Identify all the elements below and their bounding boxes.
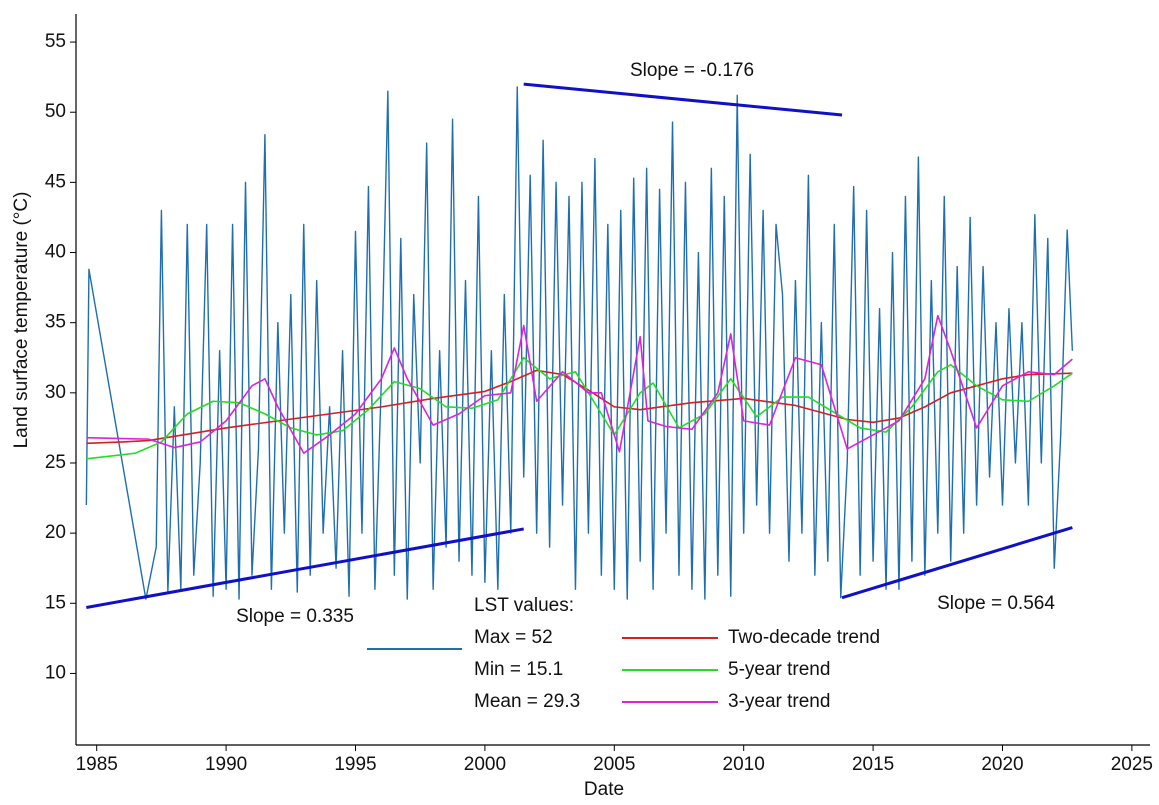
x-tick-label: 1985 <box>76 754 118 775</box>
y-tick-label: 30 <box>45 382 66 403</box>
x-tick-label: 1995 <box>334 754 376 775</box>
y-tick-label: 45 <box>45 171 66 192</box>
legend-label: Two-decade trend <box>728 627 880 648</box>
y-tick-label: 55 <box>45 31 66 52</box>
legend-stat: Min = 15.1 <box>474 659 563 680</box>
series-line <box>86 314 1073 454</box>
x-axis-label: Date <box>584 779 624 800</box>
x-tick-label: 2005 <box>593 754 635 775</box>
y-axis-label: Land surface temperature (°C) <box>11 192 32 449</box>
series-line <box>86 356 1073 460</box>
x-tick-label: 2010 <box>723 754 765 775</box>
x-tick-label: 2020 <box>981 754 1023 775</box>
slope-line <box>86 527 524 609</box>
legend-stat: Mean = 29.3 <box>474 691 580 712</box>
legend-label: 3-year trend <box>728 691 830 712</box>
slope-line <box>523 82 843 117</box>
y-tick-label: 20 <box>45 522 66 543</box>
legend-stat: Max = 52 <box>474 627 553 648</box>
y-tick-label: 40 <box>45 242 66 263</box>
series-line <box>85 86 1074 600</box>
slope-annotation: Slope = 0.335 <box>236 606 354 627</box>
y-tick-label: 10 <box>45 662 66 683</box>
legend-label: 5-year trend <box>728 659 830 680</box>
series-line <box>86 369 1073 445</box>
y-tick-label: 35 <box>45 312 66 333</box>
slope-line <box>841 526 1073 600</box>
slope-annotation: Slope = 0.564 <box>937 593 1055 614</box>
legend-label: LST values: <box>474 595 574 616</box>
y-tick-label: 15 <box>45 592 66 613</box>
slope-annotation: Slope = -0.176 <box>630 60 754 81</box>
y-tick-label: 25 <box>45 452 66 473</box>
x-tick-label: 2000 <box>464 754 506 775</box>
x-tick-label: 2015 <box>852 754 894 775</box>
y-tick-label: 50 <box>45 101 66 122</box>
x-tick-label: 1990 <box>205 754 247 775</box>
x-tick-label: 2025 <box>1111 754 1153 775</box>
